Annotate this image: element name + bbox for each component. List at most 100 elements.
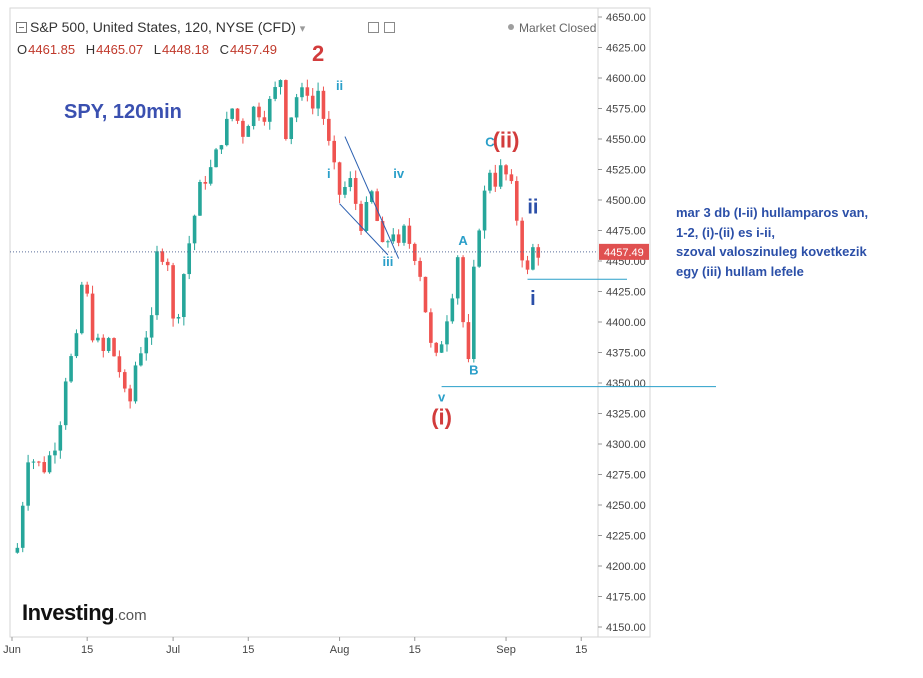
candle-body [386, 241, 390, 243]
candle-body [310, 95, 315, 109]
y-tick-label: 4300.00 [606, 439, 646, 451]
candle-body [80, 284, 84, 334]
candle-body [343, 186, 347, 195]
candle-body [450, 298, 455, 322]
x-tick-label: 15 [575, 644, 587, 656]
logo-name: Investing [22, 600, 115, 625]
candle-body [520, 220, 524, 261]
chevron-down-icon[interactable]: ▾ [299, 23, 306, 35]
candle-body [128, 388, 132, 402]
candle-body [477, 230, 481, 267]
note-line-1: mar 3 db (I-ii) hullamparos van, [676, 205, 869, 220]
candle-body [26, 462, 30, 506]
candle-body [284, 80, 288, 140]
candle-body [412, 243, 417, 261]
candle-body [439, 344, 444, 353]
candle-body [488, 172, 492, 191]
note-line-2: 1-2, (i)-(ii) es i-ii, [676, 224, 775, 240]
collapse-icon[interactable] [16, 22, 27, 33]
y-tick-label: 4350.00 [606, 378, 646, 390]
analysis-note: mar 3 db (I-ii) hullamparos van, 1-2, (i… [676, 203, 868, 281]
last-price-label: 4457.49 [604, 247, 644, 259]
wedge-line [339, 203, 389, 256]
candle-body [472, 266, 476, 360]
candle-body [455, 257, 460, 299]
candle-body [208, 167, 213, 184]
candle-body [139, 353, 143, 366]
y-tick-label: 4150.00 [606, 622, 646, 634]
y-tick-label: 4375.00 [606, 348, 646, 360]
candle-body [525, 260, 530, 270]
candle-body [509, 174, 514, 182]
candle-body [504, 165, 508, 175]
open-label: O [17, 42, 28, 57]
candle-body [85, 284, 89, 294]
candle-body [289, 117, 294, 140]
y-tick-label: 4550.00 [606, 134, 646, 146]
candle-body [251, 106, 256, 127]
candle-body [144, 337, 149, 354]
candle-body [187, 243, 192, 275]
x-tick-label: 15 [81, 644, 93, 656]
note-line-3: szoval valoszinuleg kovetkezik [676, 244, 867, 259]
y-tick-label: 4425.00 [606, 287, 646, 299]
wave-label: iii [382, 254, 393, 269]
candle-body [230, 108, 234, 119]
y-tick-label: 4625.00 [606, 43, 646, 55]
eye-icon[interactable] [368, 22, 379, 33]
y-tick-label: 4400.00 [606, 317, 646, 329]
candle-body [434, 342, 439, 353]
wave-label: 2 [312, 41, 324, 66]
candle-body [429, 312, 433, 343]
y-tick-label: 4650.00 [606, 12, 646, 24]
candle-body [182, 274, 186, 318]
candle-body [402, 225, 406, 243]
chart-title: SPY, 120min [64, 101, 182, 123]
candle-body [445, 321, 449, 345]
candle-body [63, 381, 68, 426]
candle-body [176, 317, 181, 319]
wedge-line [344, 136, 400, 259]
market-status-text: Market Closed [519, 21, 597, 35]
wave-label: v [438, 389, 446, 404]
y-tick-label: 4500.00 [606, 195, 646, 207]
candle-body [273, 87, 277, 99]
y-tick-label: 4475.00 [606, 226, 646, 238]
wave-label: ii [336, 78, 343, 93]
candle-body [37, 461, 41, 463]
low-value: 4448.18 [162, 42, 209, 57]
candle-body [359, 203, 363, 231]
candle-body [380, 220, 385, 243]
candle-body [531, 247, 535, 270]
y-tick-label: 4600.00 [606, 73, 646, 85]
candle-body [353, 178, 358, 204]
candle-body [294, 97, 299, 118]
chart-frame [9, 7, 651, 638]
candle-body [171, 265, 175, 319]
wave-label: iv [393, 166, 405, 181]
y-tick-label: 4250.00 [606, 500, 646, 512]
wave-label: C [485, 134, 495, 149]
settings-icon[interactable] [384, 22, 395, 33]
candle-body [536, 247, 541, 258]
instrument-title: S&P 500, United States, 120, NYSE (CFD) [30, 19, 296, 35]
candle-body [106, 338, 111, 351]
candle-body [149, 315, 154, 338]
candle-body [332, 140, 336, 163]
y-tick-label: 4325.00 [606, 409, 646, 421]
y-tick-label: 4175.00 [606, 592, 646, 604]
wave-label: i [530, 288, 536, 310]
candle-body [20, 505, 25, 548]
y-tick-label: 4275.00 [606, 470, 646, 482]
candle-body [316, 90, 320, 109]
candle-body [192, 215, 197, 244]
candle-body [482, 190, 487, 231]
candle-body [278, 80, 283, 88]
logo-suffix: .com [114, 607, 147, 624]
candle-body [155, 251, 159, 316]
candle-body [423, 276, 428, 313]
high-label: H [85, 42, 96, 57]
x-tick-label: Aug [330, 644, 350, 656]
candle-body [375, 191, 379, 221]
candle-body [267, 98, 272, 122]
